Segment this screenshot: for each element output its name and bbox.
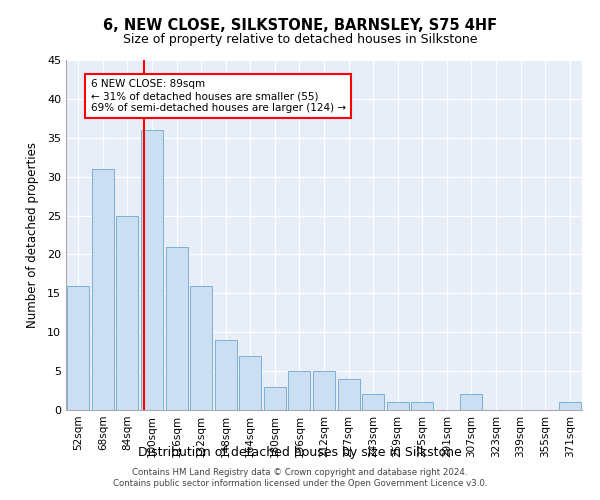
Bar	[116, 216, 139, 410]
Bar	[166, 246, 188, 410]
Bar	[92, 169, 114, 410]
Bar	[559, 402, 581, 410]
Y-axis label: Number of detached properties: Number of detached properties	[26, 142, 38, 328]
Text: Size of property relative to detached houses in Silkstone: Size of property relative to detached ho…	[123, 32, 477, 46]
Bar	[313, 371, 335, 410]
Text: Contains HM Land Registry data © Crown copyright and database right 2024.
Contai: Contains HM Land Registry data © Crown c…	[113, 468, 487, 487]
Bar	[141, 130, 163, 410]
Bar	[67, 286, 89, 410]
Text: 6, NEW CLOSE, SILKSTONE, BARNSLEY, S75 4HF: 6, NEW CLOSE, SILKSTONE, BARNSLEY, S75 4…	[103, 18, 497, 32]
Bar	[338, 379, 359, 410]
Bar	[264, 386, 286, 410]
Bar	[289, 371, 310, 410]
Bar	[190, 286, 212, 410]
Text: Distribution of detached houses by size in Silkstone: Distribution of detached houses by size …	[138, 446, 462, 459]
Bar	[460, 394, 482, 410]
Bar	[362, 394, 384, 410]
Text: 6 NEW CLOSE: 89sqm
← 31% of detached houses are smaller (55)
69% of semi-detache: 6 NEW CLOSE: 89sqm ← 31% of detached hou…	[91, 80, 346, 112]
Bar	[239, 356, 262, 410]
Bar	[386, 402, 409, 410]
Bar	[411, 402, 433, 410]
Bar	[215, 340, 237, 410]
